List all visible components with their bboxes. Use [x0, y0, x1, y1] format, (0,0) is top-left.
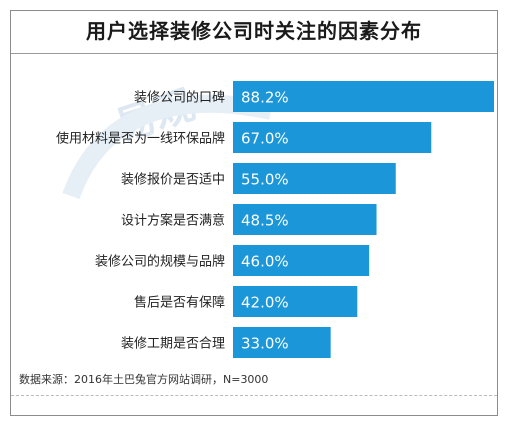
category-label: 装修工期是否合理 — [121, 337, 225, 352]
source-note: 数据来源：2016年土巴兔官方网站调研，N=3000 — [19, 373, 269, 386]
category-label: 设计方案是否满意 — [121, 213, 225, 229]
title-divider — [11, 53, 497, 54]
value-label: 46.0% — [241, 253, 289, 271]
chart-title: 用户选择装修公司时关注的因素分布 — [86, 19, 422, 43]
category-label: 售后是否有保障 — [134, 295, 225, 311]
category-label: 使用材料是否为一线环保品牌 — [56, 131, 225, 147]
bar — [233, 163, 396, 194]
bottom-divider — [11, 395, 497, 396]
bar — [233, 204, 377, 235]
bar — [233, 245, 370, 276]
category-label: 装修报价是否适中 — [121, 173, 225, 188]
bar — [233, 327, 331, 358]
bar-chart: 装修公司的口碑 88.2% 使用材料是否为一线环保品牌 67.0% 装修报价是否适中 55… — [56, 81, 494, 358]
bar — [233, 122, 432, 153]
category-label: 装修公司的规模与品牌 — [95, 254, 225, 270]
value-label: 42.0% — [241, 294, 289, 312]
value-label: 48.5% — [241, 212, 289, 230]
value-label: 67.0% — [241, 130, 289, 148]
chart-frame: 用户选择装修公司时关注的因素分布 易观 装修公司的口碑 88.2% 使用材料是否为一… — [10, 10, 498, 416]
value-label: 33.0% — [241, 335, 289, 353]
bar — [233, 286, 358, 317]
bar — [233, 81, 494, 112]
value-label: 88.2% — [241, 89, 289, 107]
value-label: 55.0% — [241, 171, 289, 189]
category-label: 装修公司的口碑 — [134, 90, 225, 106]
